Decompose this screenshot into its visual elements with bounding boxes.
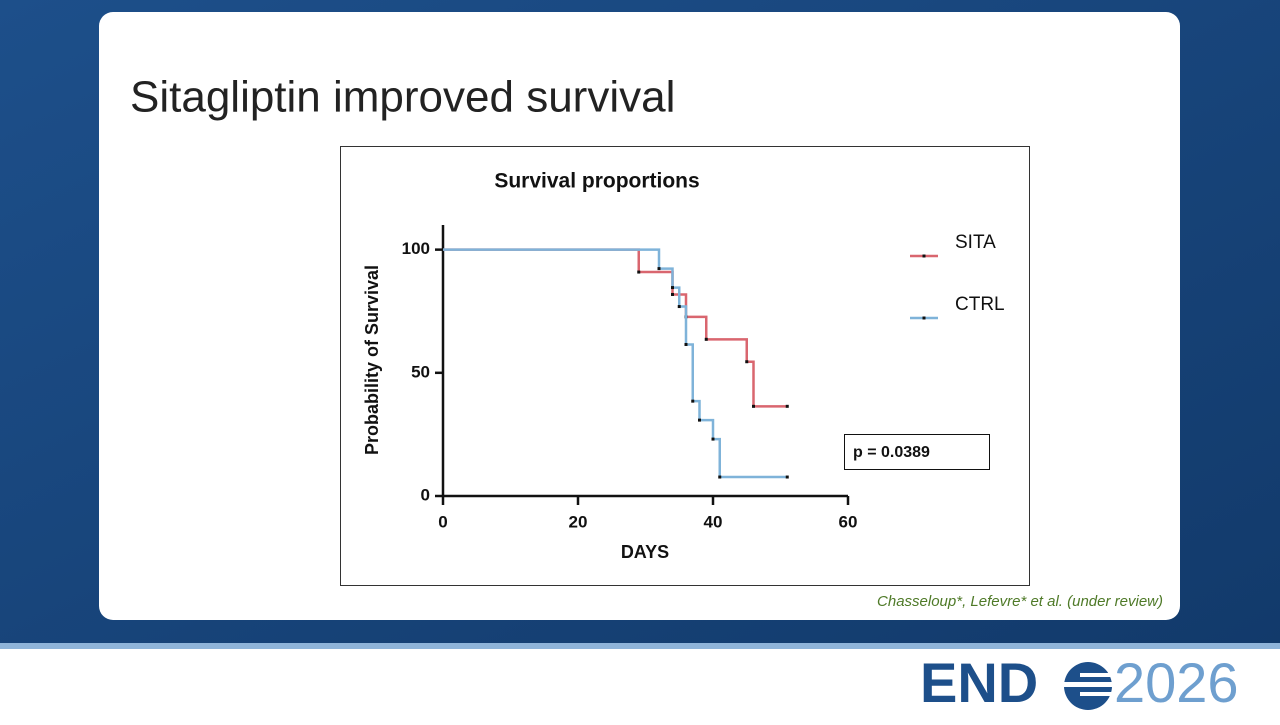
point-marker xyxy=(677,305,681,309)
point-marker xyxy=(711,437,715,441)
y-tick-label: 0 xyxy=(421,485,430,504)
x-axis-label: DAYS xyxy=(621,542,669,562)
survival-line xyxy=(443,248,788,408)
logo-right: 2026 xyxy=(1114,651,1239,714)
x-tick-label: 60 xyxy=(839,512,858,531)
citation: Chasseloup*, Lefevre* et al. (under revi… xyxy=(877,593,1163,610)
x-tick-label: 20 xyxy=(569,512,588,531)
legend-label: SITA xyxy=(955,232,996,253)
y-tick-label: 100 xyxy=(402,239,430,258)
x-tick-label: 0 xyxy=(438,512,447,531)
point-marker xyxy=(684,342,688,346)
slide-title: Sitagliptin improved survival xyxy=(130,73,675,122)
point-marker xyxy=(698,418,701,422)
legend-marker xyxy=(922,254,926,258)
point-marker xyxy=(671,286,674,290)
point-marker xyxy=(745,360,749,364)
chart-frame xyxy=(340,146,1030,586)
annotation: p = 0.0389 xyxy=(853,444,930,461)
point-marker xyxy=(785,404,789,408)
point-marker xyxy=(752,404,755,408)
chart-title: Survival proportions xyxy=(494,170,699,193)
y-tick-label: 50 xyxy=(411,362,430,381)
point-marker xyxy=(691,399,695,403)
logo-globe xyxy=(1062,662,1114,710)
y-axis-label: Probability of Survival xyxy=(362,265,382,455)
legend-label: CTRL xyxy=(955,294,1005,315)
x-tick-label: 40 xyxy=(704,512,723,531)
point-marker xyxy=(704,337,708,341)
point-marker xyxy=(657,267,661,271)
logo-left: END xyxy=(920,651,1038,714)
point-marker xyxy=(718,475,722,479)
point-marker xyxy=(785,475,789,479)
annotation-box xyxy=(844,434,990,470)
legend-marker xyxy=(922,316,926,320)
footer-line xyxy=(0,643,1280,649)
point-marker xyxy=(637,270,641,274)
point-marker xyxy=(671,292,674,296)
